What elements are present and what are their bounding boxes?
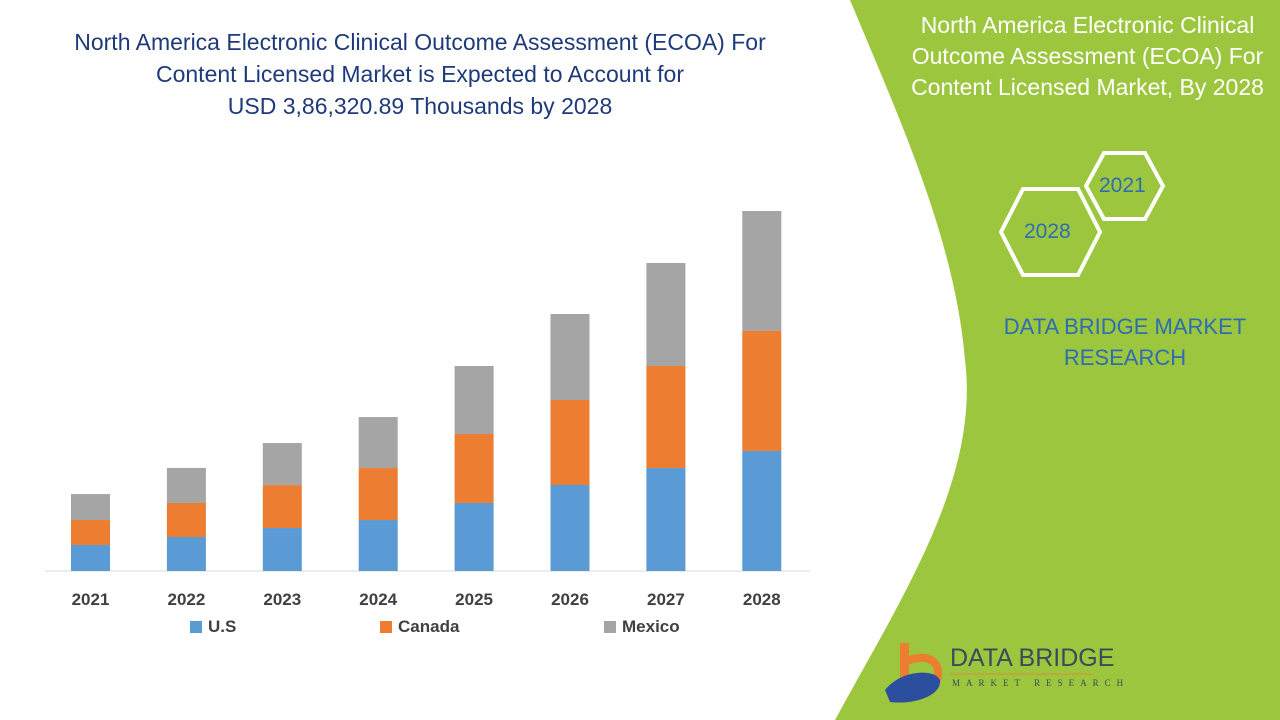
hex-year-2028: 2028: [1024, 220, 1071, 243]
x-tick-label: 2026: [551, 590, 589, 609]
bar-mexico-2023: [262, 443, 302, 486]
brand-line: DATA BRIDGE MARKET: [1003, 314, 1247, 339]
bar-us-2023: [262, 528, 302, 571]
x-tick-label: 2022: [167, 590, 205, 609]
x-tick-label: 2028: [743, 590, 781, 609]
legend-swatch: [604, 621, 616, 633]
bar-canada-2026: [550, 400, 590, 485]
side-title-line: Outcome Assessment (ECOA) For: [911, 43, 1264, 69]
x-tick-label: 2027: [647, 590, 685, 609]
x-tick-label: 2024: [359, 590, 397, 609]
title-line: Content Licensed Market is Expected to A…: [155, 61, 684, 87]
bar-us-2025: [454, 502, 494, 571]
logo-text: DATA BRIDGE: [950, 644, 1115, 672]
bar-canada-2025: [454, 434, 494, 503]
bar-mexico-2022: [166, 467, 206, 503]
bar-mexico-2026: [550, 313, 590, 401]
legend-label: U.S: [208, 617, 237, 636]
brand-line: RESEARCH: [1063, 345, 1187, 370]
x-tick-label: 2023: [263, 590, 301, 609]
bar-us-2026: [550, 484, 590, 571]
legend-item-mexico: Mexico: [604, 617, 680, 637]
bar-canada-2027: [646, 365, 686, 469]
side-panel-title: North America Electronic Clinical Outcom…: [895, 10, 1280, 103]
side-panel-background: [835, 0, 1280, 720]
hex-year-2021: 2021: [1099, 174, 1146, 197]
title-line: USD 3,86,320.89 Thousands by 2028: [227, 93, 613, 119]
side-title-line: North America Electronic Clinical: [920, 12, 1255, 38]
bar-mexico-2021: [71, 494, 110, 521]
legend-item-us: U.S: [190, 617, 236, 637]
side-title-line: Content Licensed Market, By 2028: [911, 74, 1264, 100]
brand-name: DATA BRIDGE MARKET RESEARCH: [985, 311, 1265, 373]
legend-label: Mexico: [622, 617, 680, 636]
bar-us-2024: [358, 520, 398, 571]
bar-canada-2021: [71, 520, 110, 546]
legend-label: Canada: [398, 617, 460, 636]
bar-canada-2028: [742, 330, 782, 451]
logo-icon: [885, 643, 1092, 703]
bar-canada-2022: [166, 502, 206, 537]
hexagon-2021: [1083, 151, 1166, 221]
bar-mexico-2025: [454, 365, 494, 435]
x-tick-label: 2025: [455, 590, 493, 609]
bar-canada-2024: [358, 468, 398, 521]
bar-mexico-2027: [646, 263, 686, 366]
bar-us-2027: [646, 468, 686, 571]
bar-mexico-2028: [742, 211, 782, 331]
stacked-bar-chart: 2021 2022 2023 2024 2025 2026 2027 2028: [45, 211, 810, 609]
legend-swatch: [380, 621, 392, 633]
bar-us-2021: [71, 545, 110, 571]
x-tick-label: 2021: [72, 590, 110, 609]
hexagon-2028: [998, 187, 1103, 277]
bar-us-2022: [166, 536, 206, 571]
bar-us-2028: [742, 450, 782, 571]
bar-mexico-2024: [358, 417, 398, 469]
page-title: North America Electronic Clinical Outcom…: [40, 26, 800, 122]
logo-subtext: MARKET RESEARCH: [952, 678, 1130, 688]
title-line: North America Electronic Clinical Outcom…: [74, 29, 766, 55]
legend-item-canada: Canada: [380, 617, 459, 637]
legend-swatch: [190, 621, 202, 633]
bar-canada-2023: [262, 485, 302, 529]
